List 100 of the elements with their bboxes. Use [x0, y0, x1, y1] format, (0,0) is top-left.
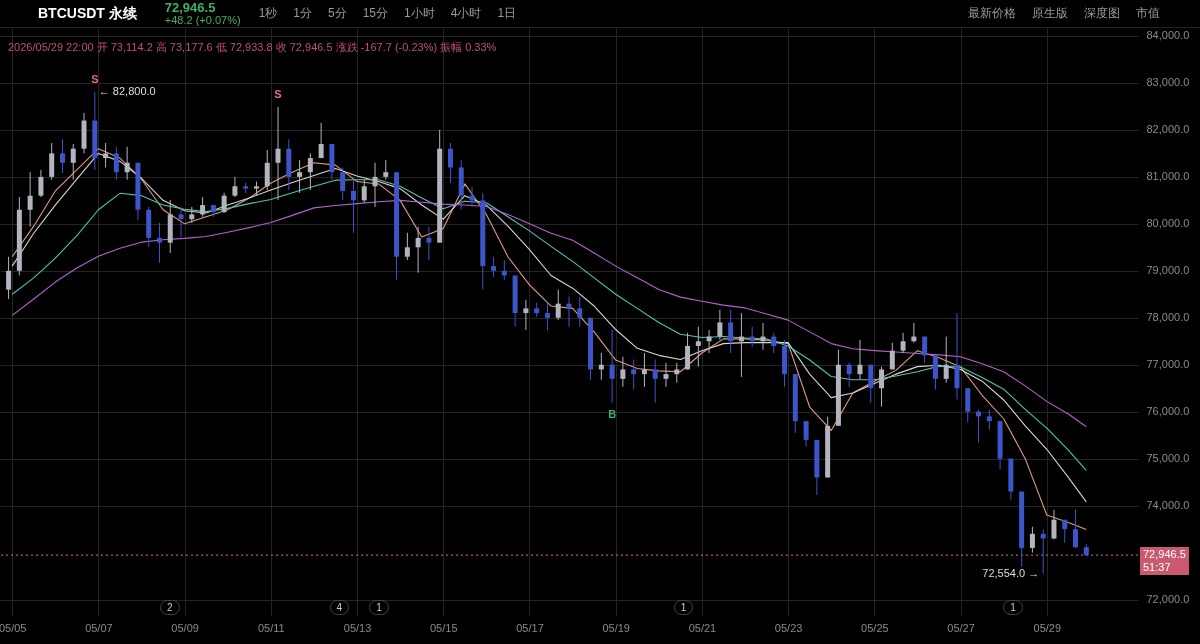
candlestick [404, 232, 410, 261]
candlestick [857, 339, 863, 381]
candlestick [728, 309, 734, 354]
candlestick [663, 362, 669, 388]
candlestick [27, 171, 33, 228]
text: 5分 [328, 5, 347, 22]
line-series [11, 199, 1087, 428]
annotation: 1 [673, 600, 694, 615]
candlestick [49, 142, 55, 181]
candlestick [178, 206, 184, 238]
candlestick [70, 143, 76, 181]
y-tick-label: 84,000.0 [1146, 29, 1190, 42]
candlestick [889, 342, 895, 370]
x-tick-label: 05/25 [861, 621, 889, 634]
candlestick [340, 166, 346, 201]
candlestick [297, 159, 303, 194]
candlestick [523, 299, 529, 331]
candlestick [803, 420, 809, 447]
ref-line-label: 72,946.5 [1143, 548, 1186, 561]
text: 51:37 [1143, 561, 1171, 574]
candlestick [200, 196, 206, 218]
candlestick [631, 359, 637, 391]
y-tick-label: 82,000.0 [1146, 123, 1190, 136]
text: 原生版 [1032, 5, 1068, 22]
candlestick [922, 336, 928, 364]
candlestick [900, 332, 906, 354]
candlestick [124, 146, 130, 181]
y-tick-label: 75,000.0 [1146, 452, 1190, 465]
candlestick [868, 364, 874, 404]
text: 市值 [1136, 5, 1160, 22]
candlestick [275, 106, 281, 201]
x-tick-label: 05/23 [774, 621, 803, 634]
x-tick-label: 05/05 [0, 621, 27, 634]
text: 72,946.5 [164, 0, 217, 15]
x-tick-label: 05/17 [516, 621, 544, 634]
candlestick [695, 326, 701, 368]
x-tick-label: 05/11 [257, 621, 285, 634]
x-tick-label: 05/27 [947, 621, 975, 634]
x-tick-label: 05/29 [1033, 621, 1062, 634]
candlestick [383, 159, 389, 181]
text: 1分 [293, 5, 312, 22]
candlestick [620, 356, 626, 388]
x-tick-label: 05/09 [171, 621, 199, 634]
annotation: 2 [160, 600, 180, 615]
candlestick [1073, 509, 1079, 549]
candlestick [652, 359, 658, 404]
y-tick-label: 78,000.0 [1146, 311, 1190, 324]
candlestick [232, 176, 238, 198]
candlestick [879, 366, 885, 408]
text: 深度图 [1084, 5, 1120, 22]
text: 2026/05/29 22:00 开 73,114.2 高 73,177.6 低 72,933.8 收 72,946.5 涨跌 -167.7 (-0.23%) 振幅 0.33% [8, 40, 497, 55]
candlestick [307, 152, 313, 191]
candlestick [6, 256, 12, 300]
candlestick [846, 362, 852, 388]
annotation: 1 [369, 600, 389, 615]
text: 4小时 [450, 5, 482, 22]
x-tick-label: 05/19 [602, 621, 630, 634]
candlestick [415, 226, 421, 274]
y-tick-label: 72,000.0 [1146, 593, 1190, 606]
x-tick-label: 05/07 [85, 621, 113, 634]
x-tick-label: 05/15 [430, 621, 458, 634]
candlestick [501, 259, 507, 281]
candlestick [350, 179, 356, 234]
text: +48.2 (+0.07%) [164, 13, 241, 27]
x-tick-label: 05/13 [343, 621, 372, 634]
y-tick-label: 77,000.0 [1146, 358, 1190, 371]
annotation: B [608, 407, 617, 420]
candlestick [1040, 529, 1046, 575]
annotation: 4 [329, 600, 350, 615]
candlestick [609, 329, 615, 404]
text: 1日 [497, 5, 517, 22]
candlestick [264, 149, 270, 191]
text: 1秒 [258, 5, 278, 22]
candlestick [932, 354, 938, 391]
candlestick [113, 146, 119, 181]
candlestick [685, 332, 691, 370]
candlestick [1029, 526, 1035, 554]
candlestick [59, 138, 65, 174]
candlestick [1051, 509, 1057, 540]
candlestick [771, 332, 777, 354]
text: 最新价格 [968, 5, 1016, 22]
candlestick [103, 142, 109, 168]
candlestick [674, 362, 680, 384]
y-tick-label: 80,000.0 [1146, 217, 1190, 230]
candlestick [577, 296, 583, 328]
annotation: 1 [1003, 600, 1023, 615]
annotation: 72,554.0 → [982, 566, 1040, 579]
candlestick [954, 312, 960, 400]
annotation: S [274, 87, 282, 100]
candlestick [447, 142, 453, 184]
candlestick [156, 222, 162, 264]
text: 15分 [362, 5, 389, 22]
candlestick [38, 169, 44, 198]
y-tick-label: 74,000.0 [1146, 499, 1190, 512]
candlestick [717, 309, 723, 341]
y-tick-label: 76,000.0 [1146, 405, 1190, 418]
text: 1小时 [404, 5, 435, 22]
candlestick [361, 179, 367, 204]
y-tick-label: 81,000.0 [1146, 170, 1190, 183]
candlestick [544, 302, 550, 331]
